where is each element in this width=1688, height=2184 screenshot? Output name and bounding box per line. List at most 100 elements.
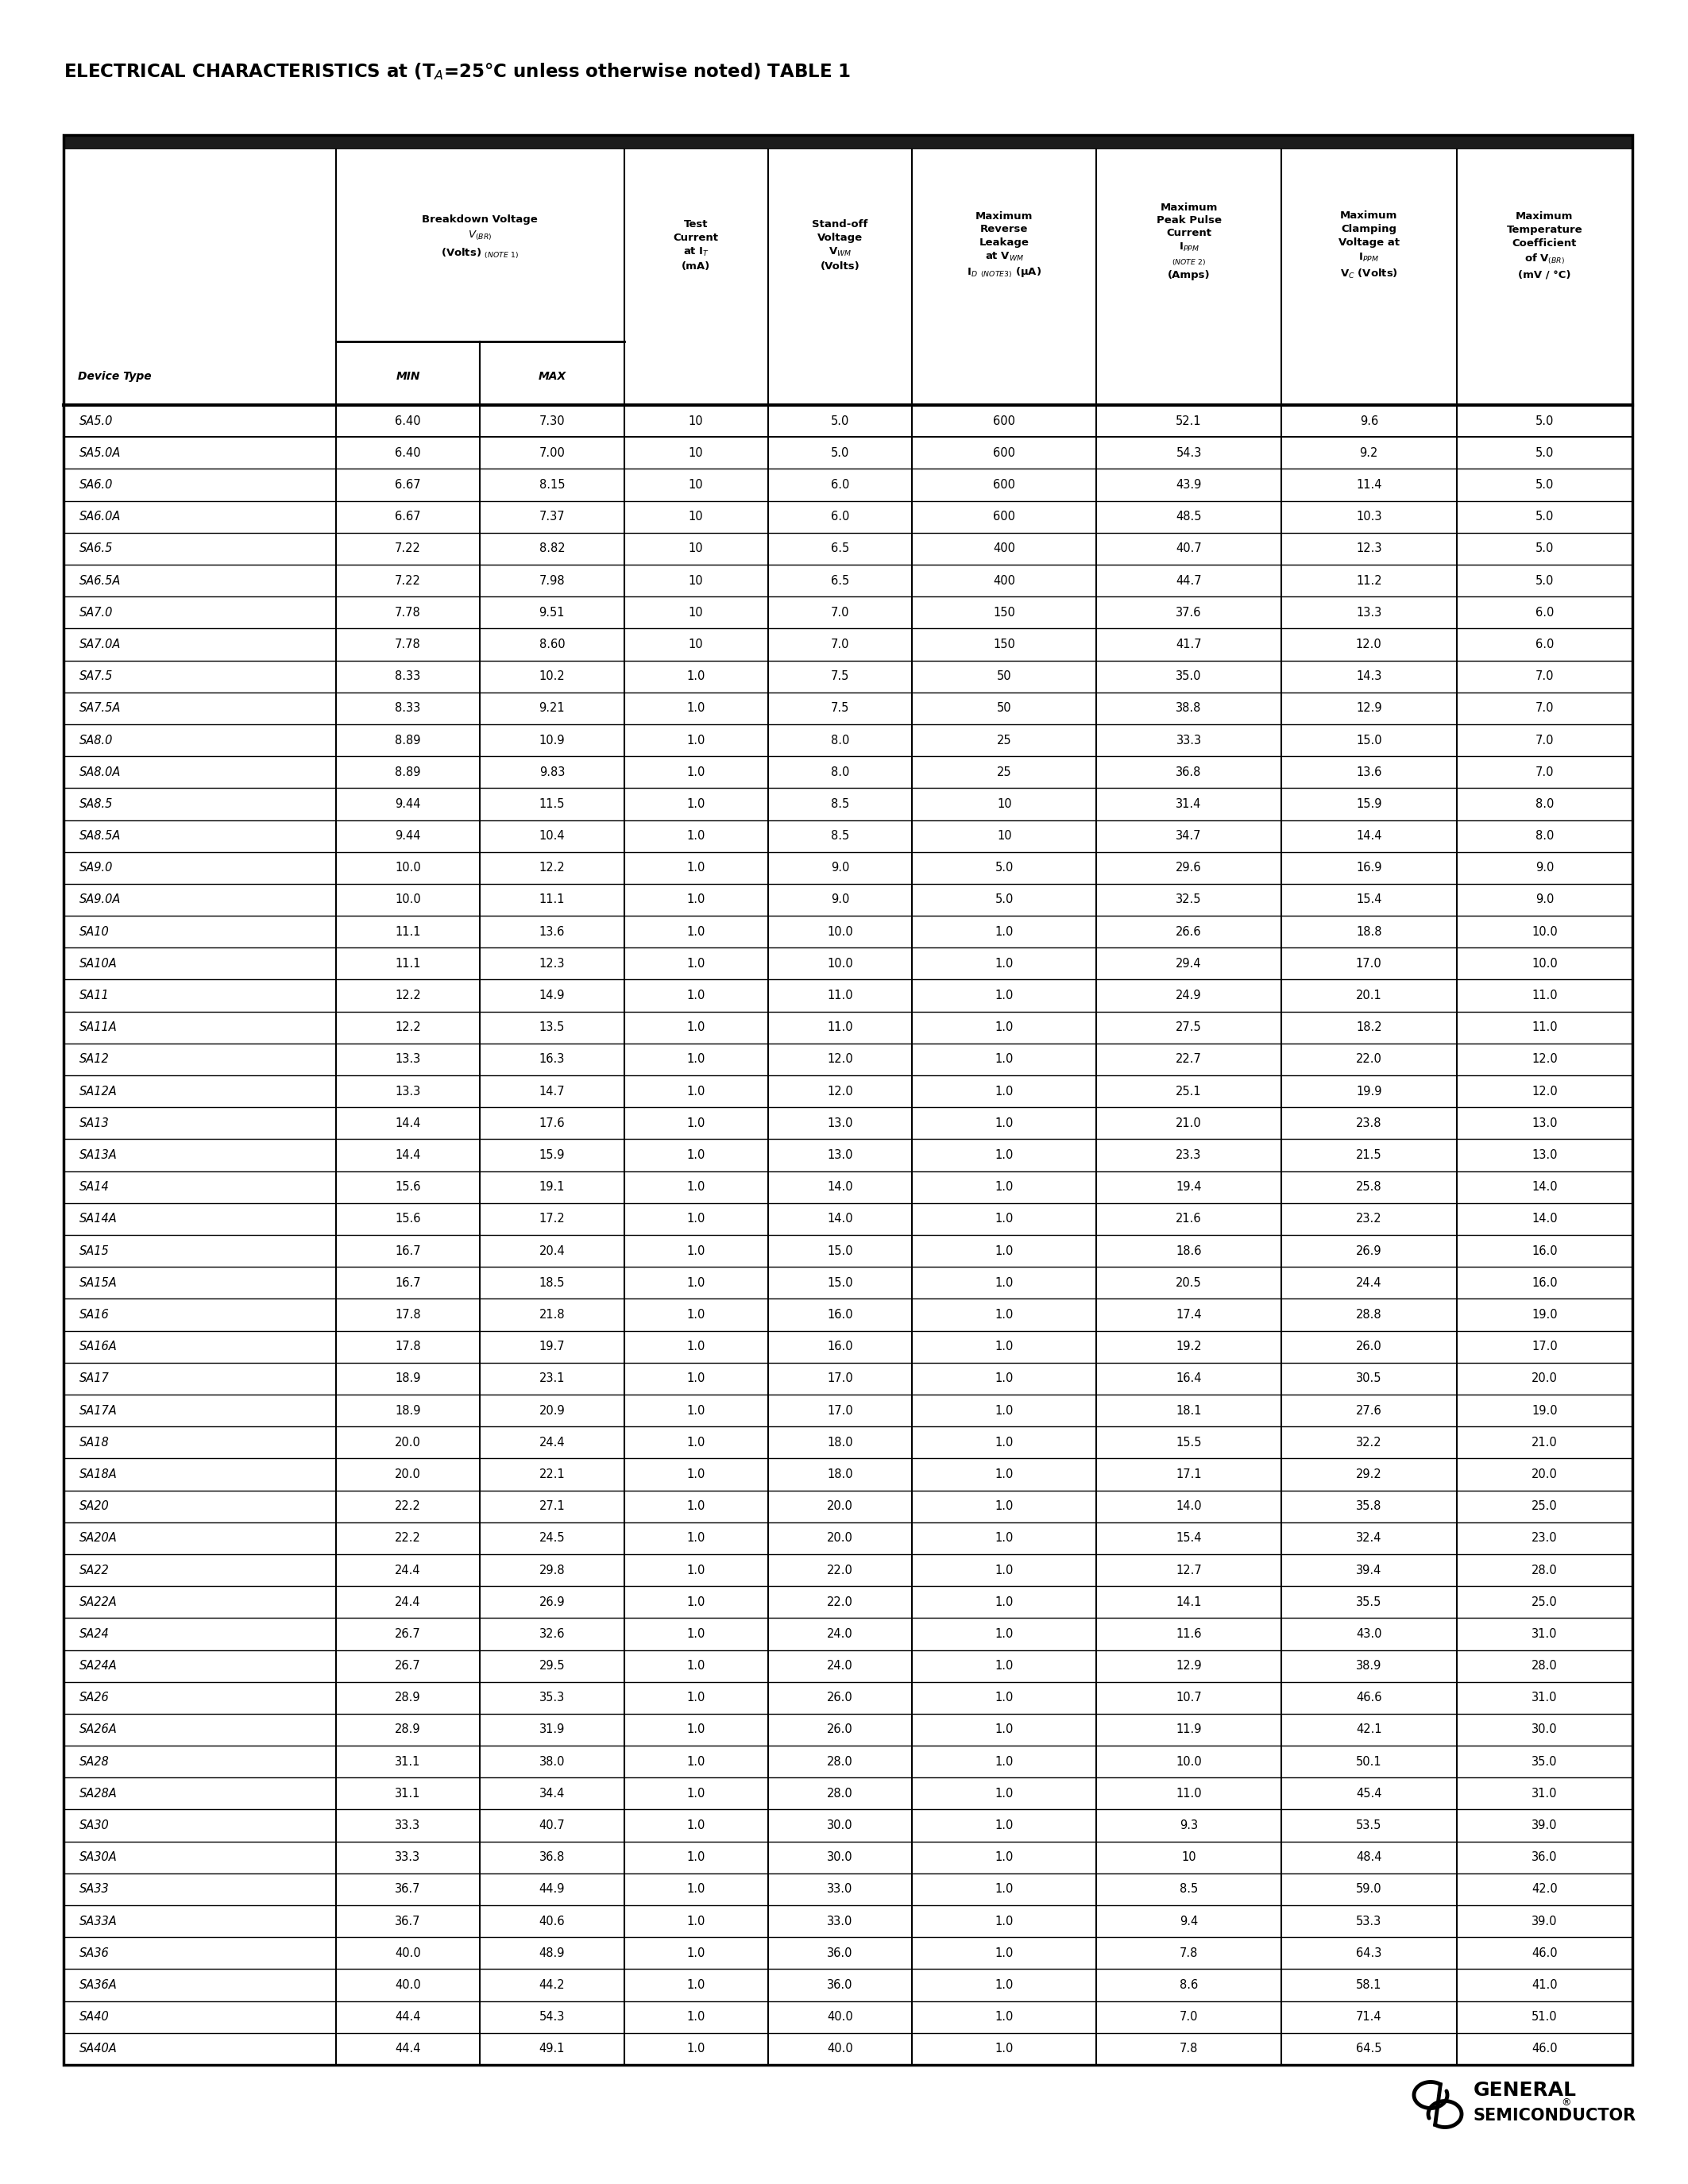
Text: 7.22: 7.22 — [395, 542, 420, 555]
Text: 16.0: 16.0 — [1531, 1278, 1558, 1289]
Text: 22.0: 22.0 — [1355, 1053, 1382, 1066]
Text: 48.4: 48.4 — [1355, 1852, 1382, 1863]
Text: SA18A: SA18A — [79, 1468, 118, 1481]
Text: SA11: SA11 — [79, 989, 110, 1002]
Text: SA7.0: SA7.0 — [79, 607, 113, 618]
Text: SA5.0A: SA5.0A — [79, 448, 122, 459]
Text: 24.0: 24.0 — [827, 1660, 852, 1671]
Text: 1.0: 1.0 — [994, 1085, 1013, 1096]
Text: 21.0: 21.0 — [1531, 1437, 1558, 1448]
Text: 13.6: 13.6 — [538, 926, 565, 937]
Text: 6.67: 6.67 — [395, 511, 420, 522]
Text: 12.2: 12.2 — [395, 1022, 420, 1033]
Bar — [64, 1234, 1632, 1267]
Text: 5.0: 5.0 — [1536, 542, 1555, 555]
Text: 32.5: 32.5 — [1177, 893, 1202, 906]
Text: 9.2: 9.2 — [1359, 448, 1377, 459]
Bar — [64, 500, 1632, 533]
Bar — [64, 1203, 1632, 1234]
Bar — [64, 1778, 1632, 1811]
Text: 8.5: 8.5 — [830, 830, 849, 841]
Text: SA36: SA36 — [79, 1948, 110, 1959]
Text: 50.1: 50.1 — [1355, 1756, 1382, 1767]
Text: 18.8: 18.8 — [1355, 926, 1382, 937]
Text: 16.3: 16.3 — [538, 1053, 565, 1066]
Text: SA36A: SA36A — [79, 1979, 118, 1992]
Bar — [64, 149, 1632, 404]
Text: 6.40: 6.40 — [395, 415, 420, 426]
Text: 35.3: 35.3 — [538, 1693, 565, 1704]
Text: SA20A: SA20A — [79, 1533, 118, 1544]
Text: 9.44: 9.44 — [395, 797, 420, 810]
Text: 150: 150 — [993, 607, 1016, 618]
Text: 33.0: 33.0 — [827, 1883, 852, 1896]
Text: 1.0: 1.0 — [687, 1627, 706, 1640]
Text: 31.9: 31.9 — [538, 1723, 565, 1736]
Text: 20.0: 20.0 — [827, 1533, 852, 1544]
Text: 15.9: 15.9 — [538, 1149, 565, 1162]
Text: 28.9: 28.9 — [395, 1723, 420, 1736]
Text: 11.1: 11.1 — [395, 926, 420, 937]
Text: 19.0: 19.0 — [1531, 1308, 1558, 1321]
Text: 21.0: 21.0 — [1177, 1118, 1202, 1129]
Bar — [64, 1044, 1632, 1075]
Text: 5.0: 5.0 — [994, 863, 1013, 874]
Text: SA18: SA18 — [79, 1437, 110, 1448]
Text: 42.0: 42.0 — [1531, 1883, 1558, 1896]
Text: 5.0: 5.0 — [1536, 448, 1555, 459]
Bar — [64, 1586, 1632, 1618]
Text: 1.0: 1.0 — [687, 734, 706, 747]
Text: 31.4: 31.4 — [1177, 797, 1202, 810]
Text: 10: 10 — [1182, 1852, 1197, 1863]
Text: SA24: SA24 — [79, 1627, 110, 1640]
Text: 12.0: 12.0 — [827, 1085, 852, 1096]
Text: 16.4: 16.4 — [1177, 1372, 1202, 1385]
Text: SA30A: SA30A — [79, 1852, 118, 1863]
Text: 1.0: 1.0 — [994, 1404, 1013, 1417]
Text: SA5.0: SA5.0 — [79, 415, 113, 426]
Bar — [64, 533, 1632, 566]
Text: GENERAL: GENERAL — [1474, 2081, 1577, 2099]
Text: 1.0: 1.0 — [994, 1660, 1013, 1671]
Bar — [64, 1682, 1632, 1714]
Text: 15.4: 15.4 — [1355, 893, 1382, 906]
Text: 8.0: 8.0 — [830, 734, 849, 747]
Text: 5.0: 5.0 — [1536, 415, 1555, 426]
Text: 33.3: 33.3 — [395, 1819, 420, 1832]
Text: 7.30: 7.30 — [538, 415, 565, 426]
Text: 33.3: 33.3 — [395, 1852, 420, 1863]
Text: 1.0: 1.0 — [687, 1245, 706, 1256]
Text: 50: 50 — [998, 703, 1011, 714]
Text: 39.4: 39.4 — [1355, 1564, 1382, 1577]
Text: 5.0: 5.0 — [1536, 511, 1555, 522]
Text: 12.9: 12.9 — [1355, 703, 1382, 714]
Text: SA22: SA22 — [79, 1564, 110, 1577]
Text: SA40: SA40 — [79, 2011, 110, 2022]
Text: 16.7: 16.7 — [395, 1245, 420, 1256]
Text: 17.4: 17.4 — [1177, 1308, 1202, 1321]
Text: 16.0: 16.0 — [1531, 1245, 1558, 1256]
Text: 9.0: 9.0 — [830, 893, 849, 906]
Text: 14.0: 14.0 — [1177, 1500, 1202, 1511]
Text: 27.1: 27.1 — [538, 1500, 565, 1511]
Text: SA17A: SA17A — [79, 1404, 118, 1417]
Text: 26.0: 26.0 — [1355, 1341, 1382, 1352]
Text: 58.1: 58.1 — [1355, 1979, 1382, 1992]
Text: 13.3: 13.3 — [1355, 607, 1382, 618]
Text: 7.0: 7.0 — [1534, 670, 1555, 681]
Text: 7.0: 7.0 — [1180, 2011, 1198, 2022]
Text: 10: 10 — [689, 478, 704, 491]
Text: 1.0: 1.0 — [687, 797, 706, 810]
Text: 42.1: 42.1 — [1355, 1723, 1382, 1736]
Text: 33.3: 33.3 — [1177, 734, 1202, 747]
Text: 14.3: 14.3 — [1355, 670, 1382, 681]
Text: 1.0: 1.0 — [687, 989, 706, 1002]
Text: 1.0: 1.0 — [994, 1819, 1013, 1832]
Text: 44.2: 44.2 — [538, 1979, 565, 1992]
Text: 26.6: 26.6 — [1177, 926, 1202, 937]
Text: 1.0: 1.0 — [994, 1693, 1013, 1704]
Text: 23.8: 23.8 — [1355, 1118, 1382, 1129]
Text: 1.0: 1.0 — [994, 957, 1013, 970]
Text: 1.0: 1.0 — [994, 1852, 1013, 1863]
Text: 35.0: 35.0 — [1177, 670, 1202, 681]
